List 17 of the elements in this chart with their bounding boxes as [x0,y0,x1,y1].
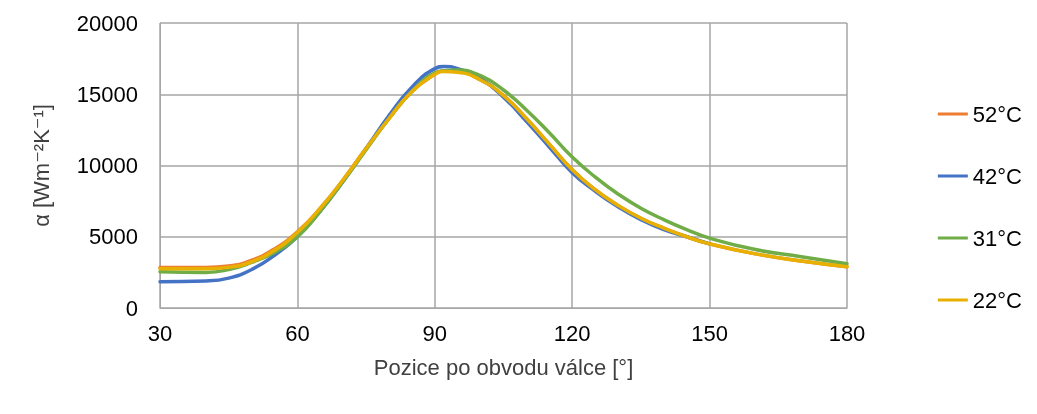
x-tick-label: 60 [285,320,310,346]
y-tick-label: 10000 [76,153,138,178]
x-tick-label: 120 [553,320,591,346]
x-axis-title: Pozice po obvodu válce [°] [373,354,634,380]
y-tick-label: 20000 [76,10,138,36]
y-tick-label: 15000 [76,81,138,107]
legend-label: 52°C [972,101,1023,127]
legend-label: 22°C [972,287,1023,313]
y-tick-label: 5000 [89,224,138,250]
legend-label: 42°C [972,163,1023,189]
y-tick-label: 0 [125,295,138,321]
x-tick-label: 30 [147,320,173,346]
x-tick-label: 150 [691,320,728,346]
x-tick-label: 180 [828,320,866,346]
x-tick-label: 90 [422,320,448,346]
legend-label: 31°C [972,225,1023,251]
y-axis-title: α [Wm⁻²K⁻¹] [28,104,54,227]
